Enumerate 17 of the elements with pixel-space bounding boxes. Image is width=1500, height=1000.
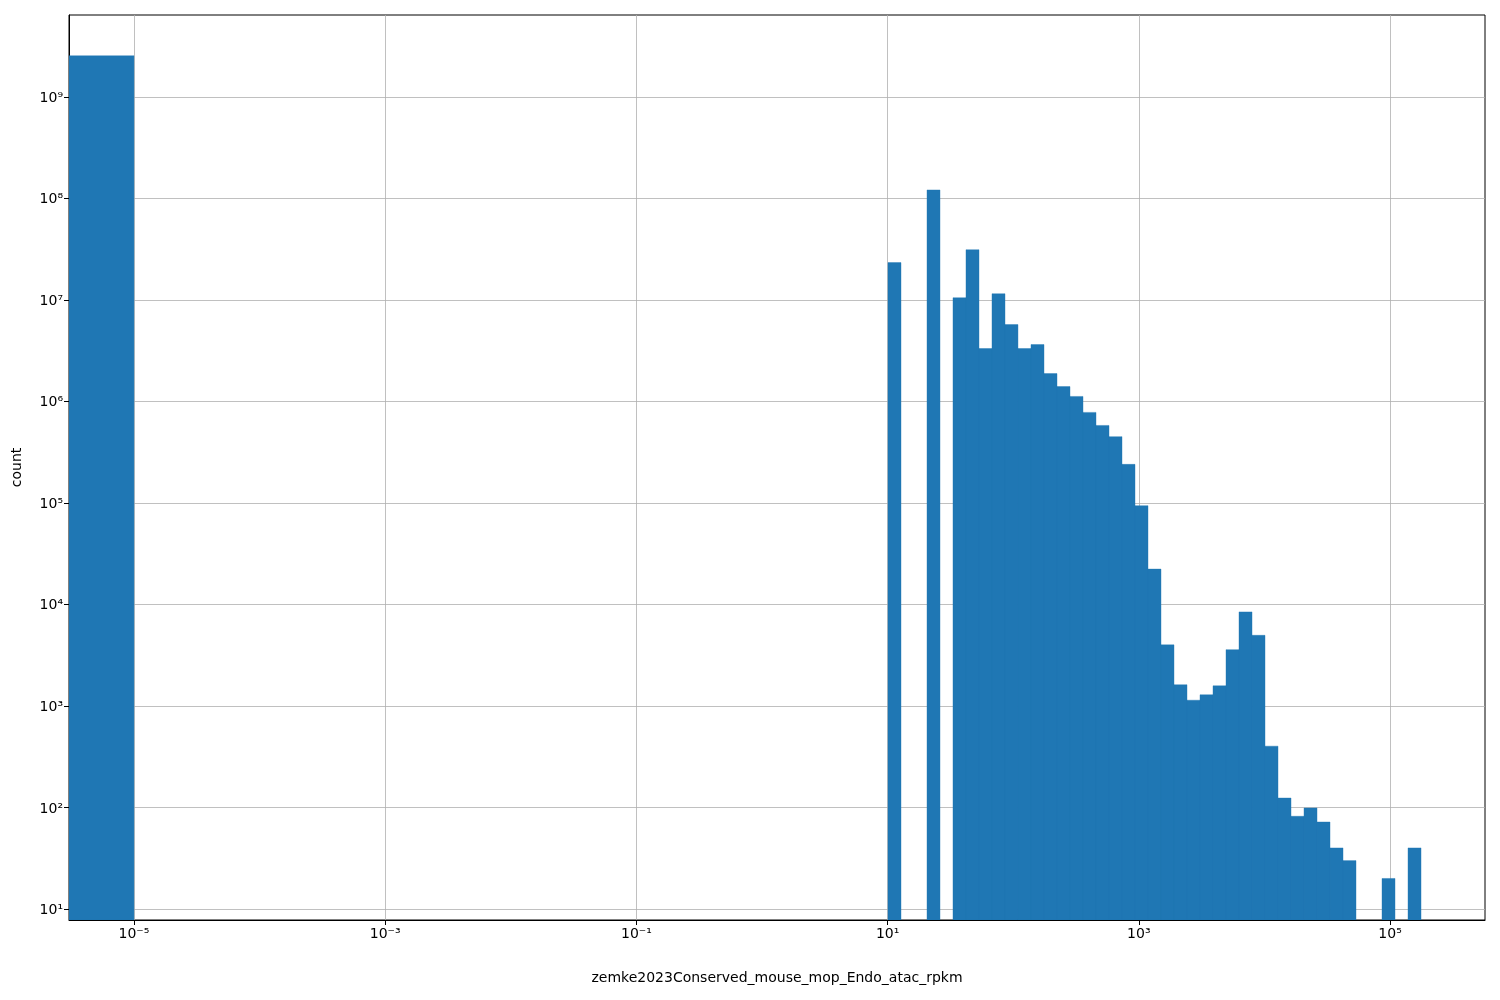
y-tick-label: 10⁵	[39, 494, 63, 511]
x-tick-label: 10³	[1127, 925, 1151, 941]
y-tick-label: 10²	[39, 799, 63, 816]
y-tick-label: 10⁷	[39, 291, 63, 308]
y-tick-label: 10¹	[39, 901, 63, 918]
y-tick-label: 10⁴	[39, 596, 64, 613]
x-tick-label: 10⁻³	[369, 925, 401, 941]
y-tick-label: 10⁹	[39, 88, 64, 105]
x-tick-label: 10¹	[875, 925, 900, 941]
y-tick-label: 10⁸	[39, 190, 64, 207]
x-tick-label: 10⁵	[1378, 925, 1402, 941]
y-tick-label: 10⁶	[39, 393, 64, 410]
x-tick-label: 10⁻⁵	[118, 925, 150, 941]
y-axis-title: count	[8, 447, 24, 488]
y-tick-label: 10³	[39, 698, 63, 714]
x-tick-label: 10⁻¹	[620, 925, 652, 941]
x-axis-title: zemke2023Conserved_mouse_mop_Endo_atac_rpkm	[591, 969, 963, 985]
